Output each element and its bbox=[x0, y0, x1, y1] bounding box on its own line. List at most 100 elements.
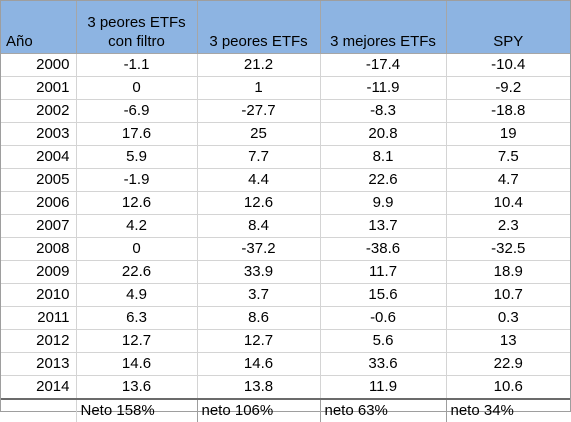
cell-year: 2009 bbox=[1, 260, 77, 284]
cell-worst-etfs: 8.4 bbox=[197, 214, 321, 238]
cell-spy: 18.9 bbox=[446, 260, 570, 284]
cell-year: 2006 bbox=[1, 191, 77, 215]
header-best-etfs: 3 mejores ETFs bbox=[320, 1, 447, 54]
cell-worst-etfs: 4.4 bbox=[197, 168, 321, 192]
cell-worst-etfs-filtered: 4.2 bbox=[76, 214, 198, 238]
cell-worst-etfs-filtered: 12.6 bbox=[76, 191, 198, 215]
cell-spy: 10.7 bbox=[446, 283, 570, 307]
cell-worst-etfs-filtered: -1.1 bbox=[76, 53, 198, 77]
cell-spy: 10.6 bbox=[493, 378, 523, 395]
cell-worst-etfs-filtered: 5.9 bbox=[76, 145, 198, 169]
table-row: 2007 4.2 8.4 13.7 2.3 bbox=[1, 214, 570, 238]
cell-year: 2008 bbox=[1, 237, 77, 261]
table-row: 2014 13.6 13.8 11.9 10.6 bbox=[1, 375, 570, 399]
cell-worst-etfs: 13.8 bbox=[197, 375, 321, 399]
cell-worst-etfs: -27.7 bbox=[197, 99, 321, 123]
cell-best-etfs: 22.6 bbox=[320, 168, 447, 192]
cell-year: 2007 bbox=[1, 214, 77, 238]
header-worst-etfs-filtered-line2: con filtro bbox=[108, 33, 165, 50]
footer-row: Neto 158% neto 106% neto 63% neto 34% bbox=[1, 398, 570, 422]
cell-spy: -9.2 bbox=[446, 76, 570, 100]
cell-spy: 2.3 bbox=[446, 214, 570, 238]
table-row: 2002 -6.9 -27.7 -8.3 -18.8 bbox=[1, 99, 570, 123]
table-footer: Neto 158% neto 106% neto 63% neto 34% bbox=[1, 398, 570, 422]
cell-year: 2004 bbox=[1, 145, 77, 169]
cell-spy: 22.9 bbox=[446, 352, 570, 376]
cell-worst-etfs-filtered: 12.7 bbox=[76, 329, 198, 353]
footer-net-worst-filtered: Neto 158% bbox=[76, 398, 198, 422]
cell-spy: 13 bbox=[446, 329, 570, 353]
cell-worst-etfs: 1 bbox=[197, 76, 321, 100]
cell-best-etfs: 11.9 bbox=[320, 375, 447, 399]
cell-best-etfs: 20.8 bbox=[320, 122, 447, 146]
cell-best-etfs: 8.1 bbox=[320, 145, 447, 169]
table-row: 2010 4.9 3.7 15.6 10.7 bbox=[1, 283, 570, 307]
cell-worst-etfs: 12.6 bbox=[197, 191, 321, 215]
table-row: 2000 -1.1 21.2 -17.4 -10.4 bbox=[1, 53, 570, 77]
cell-best-etfs: 9.9 bbox=[320, 191, 447, 215]
cell-worst-etfs-filtered: 6.3 bbox=[76, 306, 198, 330]
cell-worst-etfs-filtered: 13.6 bbox=[76, 375, 198, 399]
table-row: 2013 14.6 14.6 33.6 22.9 bbox=[1, 352, 570, 376]
cell-best-etfs: -17.4 bbox=[320, 53, 447, 77]
cell-worst-etfs-filtered: 0 bbox=[76, 76, 198, 100]
table-row: 2008 0 -37.2 -38.6 -32.5 bbox=[1, 237, 570, 261]
cell-best-etfs: 15.6 bbox=[320, 283, 447, 307]
header-spy: SPY bbox=[446, 1, 570, 54]
cell-spy: -10.4 bbox=[446, 53, 570, 77]
table-row: 2001 0 1 -11.9 -9.2 bbox=[1, 76, 570, 100]
cell-year: 2014 bbox=[1, 375, 77, 399]
table-header: Año 3 peores ETFs con filtro 3 peores ET… bbox=[1, 1, 570, 54]
cell-worst-etfs: 7.7 bbox=[197, 145, 321, 169]
header-row: Año 3 peores ETFs con filtro 3 peores ET… bbox=[1, 1, 570, 54]
cell-worst-etfs-filtered: 4.9 bbox=[76, 283, 198, 307]
cell-year: 2003 bbox=[1, 122, 77, 146]
cell-worst-etfs-filtered: 17.6 bbox=[76, 122, 198, 146]
cell-best-etfs: 13.7 bbox=[320, 214, 447, 238]
table-row: 2006 12.6 12.6 9.9 10.4 bbox=[1, 191, 570, 215]
footer-year bbox=[1, 398, 77, 422]
cell-year: 2005 bbox=[1, 168, 77, 192]
cell-worst-etfs-filtered: 14.6 bbox=[76, 352, 198, 376]
cell-year: 2012 bbox=[1, 329, 77, 353]
table-row: 2009 22.6 33.9 11.7 18.9 bbox=[1, 260, 570, 284]
cell-spy: -18.8 bbox=[446, 99, 570, 123]
cell-worst-etfs-filtered: -6.9 bbox=[76, 99, 198, 123]
cell-worst-etfs: 8.6 bbox=[197, 306, 321, 330]
cell-worst-etfs-filtered: -1.9 bbox=[76, 168, 198, 192]
cell-worst-etfs: -37.2 bbox=[197, 237, 321, 261]
table-row: 2005 -1.9 4.4 22.6 4.7 bbox=[1, 168, 570, 192]
cell-worst-etfs: 33.9 bbox=[197, 260, 321, 284]
cell-worst-etfs: 12.7 bbox=[197, 329, 321, 353]
cell-worst-etfs: 14.6 bbox=[197, 352, 321, 376]
cell-best-etfs: -11.9 bbox=[320, 76, 447, 100]
cell-best-etfs: -0.6 bbox=[320, 306, 447, 330]
header-year: Año bbox=[1, 1, 77, 54]
table-row: 2004 5.9 7.7 8.1 7.5 bbox=[1, 145, 570, 169]
table-row: 2011 6.3 8.6 -0.6 0.3 bbox=[1, 306, 570, 330]
table-body: 2000 -1.1 21.2 -17.4 -10.4 2001 0 1 -11.9 -9.2 200… bbox=[1, 53, 570, 399]
cell-spy: 10.4 bbox=[446, 191, 570, 215]
table-row: 2003 17.6 25 20.8 19 bbox=[1, 122, 570, 146]
cell-spy: -32.5 bbox=[446, 237, 570, 261]
cell-best-etfs: -8.3 bbox=[320, 99, 447, 123]
footer-net-spy: neto 34% bbox=[446, 398, 570, 422]
cell-best-etfs: 11.7 bbox=[320, 260, 447, 284]
cell-best-etfs: 33.6 bbox=[320, 352, 447, 376]
header-worst-etfs-filtered: 3 peores ETFs con filtro bbox=[76, 1, 198, 54]
cell-worst-etfs: 21.2 bbox=[197, 53, 321, 77]
cell-spy: 0.3 bbox=[446, 306, 570, 330]
cell-worst-etfs: 3.7 bbox=[197, 283, 321, 307]
cell-year: 2011 bbox=[1, 306, 77, 330]
cell-year: 2013 bbox=[1, 352, 77, 376]
header-worst-etfs: 3 peores ETFs bbox=[197, 1, 321, 54]
cell-year: 2002 bbox=[1, 99, 77, 123]
cell-spy: 19 bbox=[446, 122, 570, 146]
cell-best-etfs: -38.6 bbox=[320, 237, 447, 261]
cell-worst-etfs-filtered: 22.6 bbox=[76, 260, 198, 284]
cell-worst-etfs: 25 bbox=[197, 122, 321, 146]
footer-net-best: neto 63% bbox=[320, 398, 447, 422]
cell-worst-etfs-filtered: 0 bbox=[76, 237, 198, 261]
